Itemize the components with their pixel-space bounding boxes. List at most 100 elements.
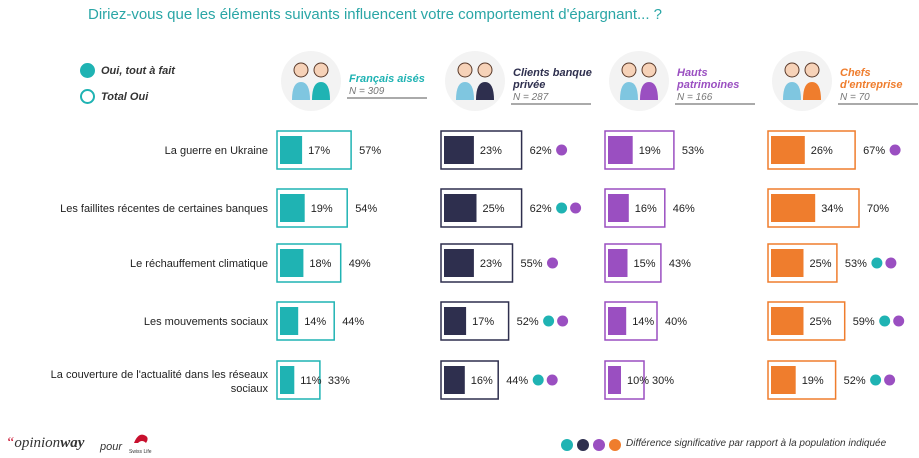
group-sample-size: N = 309 [349,86,385,97]
value-label-total-oui: 49% [349,258,371,270]
value-label-total-oui: 33% [328,375,350,387]
bar-tout-a-fait [444,366,465,394]
significance-legend-dot-icon [593,439,605,451]
significance-dot-icon [543,315,555,327]
bar-tout-a-fait [444,194,477,222]
significance-note: Différence significative par rapport à l… [626,438,887,449]
value-label-total-oui: 40% [665,316,687,328]
value-label-tout-a-fait: 17% [472,316,494,328]
significance-dot-icon [532,374,544,386]
person-body-icon [476,82,494,100]
value-label-tout-a-fait: 14% [632,316,654,328]
bar-tout-a-fait [771,194,816,222]
bar-tout-a-fait [771,249,804,277]
significance-dot-icon [556,202,568,214]
person-body-icon [640,82,658,100]
group-avatar-icon [281,51,341,111]
value-label-total-oui: 30% [652,375,674,387]
bar-tout-a-fait [280,307,299,335]
group-title-line: d'entreprise [840,79,903,91]
significance-dot-icon [870,374,882,386]
value-label-total-oui: 46% [673,203,695,215]
person-body-icon [312,82,330,100]
value-label-total-oui: 52% [844,375,866,387]
bar-tout-a-fait [444,249,474,277]
value-label-tout-a-fait: 18% [309,258,331,270]
value-label-total-oui: 43% [669,258,691,270]
category-label: Les faillites récentes de certaines banq… [60,203,268,215]
value-label-tout-a-fait: 14% [304,316,326,328]
value-label-total-oui: 53% [682,145,704,157]
value-label-total-oui: 55% [521,258,543,270]
significance-dot-icon [546,374,558,386]
group-title-line: patrimoines [676,79,739,91]
value-label-total-oui: 70% [867,203,889,215]
significance-dot-icon [889,144,901,156]
value-label-tout-a-fait: 25% [810,316,832,328]
group-title: Français aisés [349,73,425,85]
category-label: Les mouvements sociaux [144,316,269,328]
person-body-icon [620,82,638,100]
group-title: Hauts patrimoines [676,67,739,91]
significance-legend-dot-icon [577,439,589,451]
significance-dot-icon [879,315,891,327]
person-body-icon [783,82,801,100]
swisslife-logo-text: Swiss Life [129,449,152,455]
significance-dot-icon [556,144,568,156]
value-label-tout-a-fait: 19% [802,375,824,387]
legend-filled: Oui, tout à fait [80,63,175,78]
value-label-total-oui: 44% [506,375,528,387]
significance-dot-icon [885,257,897,269]
significance-legend-dots [561,439,621,451]
person-head-icon [477,62,493,78]
value-label-total-oui: 54% [355,203,377,215]
group-title-line: privée [512,79,545,91]
value-label-tout-a-fait: 25% [810,258,832,270]
group-avatar-icon [609,51,669,111]
group-title-line: Hauts [677,67,708,79]
category-label: Le réchauffement climatique [130,258,268,270]
category-label-line: sociaux [231,383,269,395]
bar-tout-a-fait [444,136,474,164]
value-label-tout-a-fait: 16% [635,203,657,215]
bar-tout-a-fait [608,136,633,164]
value-label-tout-a-fait: 11% [300,375,321,387]
value-label-total-oui: 62% [530,145,552,157]
bar-tout-a-fait [608,194,629,222]
person-head-icon [293,62,309,78]
value-label-total-oui: 52% [517,316,539,328]
chart-area: La guerre en Ukraine Les faillites récent… [51,51,918,400]
significance-dot-icon [871,257,883,269]
person-head-icon [641,62,657,78]
group-avatar-icon [772,51,832,111]
bar-tout-a-fait [608,307,627,335]
legend-outline-swatch [80,89,95,104]
bar-tout-a-fait [771,136,805,164]
significance-legend-dot-icon [561,439,573,451]
group-sample-size: N = 166 [677,92,713,103]
bar-tout-a-fait [280,194,305,222]
significance-dot-icon [547,257,558,269]
value-label-tout-a-fait: 19% [311,203,333,215]
group-sample-size: N = 287 [513,92,549,103]
bar-tout-a-fait [444,307,467,335]
value-label-total-oui: 44% [342,316,364,328]
value-label-tout-a-fait: 15% [634,258,656,270]
group-sample-size: N = 70 [840,92,870,103]
person-head-icon [804,62,820,78]
value-label-tout-a-fait: 16% [471,375,493,387]
group-title-line: Clients banque [513,67,592,79]
category-label: La couverture de l'actualité dans les ré… [51,369,269,395]
legend-filled-swatch [80,63,95,78]
swisslife-logo-icon [134,434,148,443]
significance-dot-icon [570,202,582,214]
value-label-tout-a-fait: 19% [639,145,661,157]
group-avatar-icon [445,51,505,111]
bar-tout-a-fait [280,249,304,277]
significance-dot-icon [893,315,905,327]
significance-legend-dot-icon [609,439,621,451]
value-label-tout-a-fait: 26% [811,145,833,157]
bar-tout-a-fait [608,249,628,277]
value-label-total-oui: 59% [853,316,875,328]
person-head-icon [313,62,329,78]
